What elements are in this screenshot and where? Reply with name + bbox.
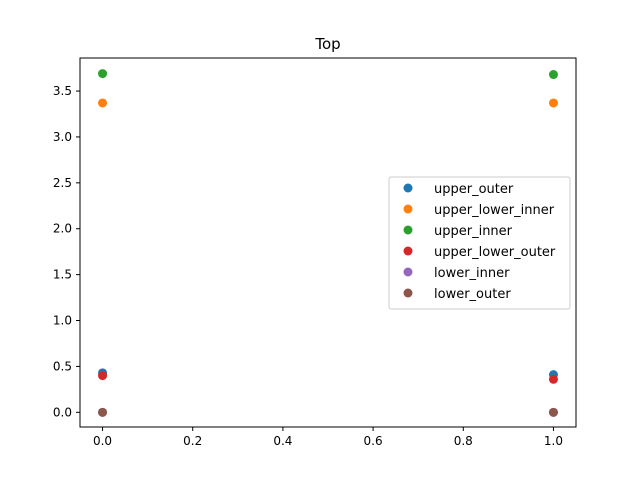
point-upper-lower-outer xyxy=(98,371,108,381)
legend-marker xyxy=(403,204,413,214)
legend-marker xyxy=(403,183,413,193)
y-tick-label: 0.0 xyxy=(53,405,72,419)
point-lower-outer xyxy=(548,407,558,417)
legend-label: upper_outer xyxy=(434,182,514,197)
y-tick-label: 2.0 xyxy=(53,222,72,236)
point-upper-lower-outer xyxy=(548,374,558,384)
y-tick-label: 1.0 xyxy=(53,314,72,328)
point-lower-outer xyxy=(98,407,108,417)
legend-label: lower_inner xyxy=(434,266,510,281)
legend-marker xyxy=(403,267,413,277)
x-tick-label: 0.0 xyxy=(93,434,112,448)
y-tick-label: 3.5 xyxy=(53,84,72,98)
point-upper-lower-inner xyxy=(548,98,558,108)
legend-marker xyxy=(403,288,413,298)
legend-label: lower_outer xyxy=(434,287,511,302)
x-tick-label: 1.0 xyxy=(544,434,563,448)
chart-title: Top xyxy=(314,35,340,53)
y-tick-label: 2.5 xyxy=(53,176,72,190)
y-tick-label: 1.5 xyxy=(53,268,72,282)
point-upper-lower-inner xyxy=(98,98,108,108)
point-upper-inner xyxy=(98,69,108,79)
x-tick-label: 0.6 xyxy=(364,434,383,448)
legend: upper_outer upper_lower_inner upper_inneru… xyxy=(388,176,571,310)
y-axis: 0.0 0.5 1.0 1.5 2.0 2.5 3.0 3.5 xyxy=(53,84,80,419)
plot-area xyxy=(79,57,577,428)
legend-label: upper_lower_outer xyxy=(434,245,556,260)
legend-marker xyxy=(403,225,413,235)
y-tick-label: 3.0 xyxy=(53,130,72,144)
x-tick-label: 0.2 xyxy=(183,434,202,448)
x-tick-label: 0.4 xyxy=(273,434,292,448)
x-axis: 0.0 0.2 0.4 0.6 0.8 1.0 xyxy=(93,427,563,448)
plot-frame xyxy=(79,57,577,428)
legend-box xyxy=(388,176,571,310)
data-points xyxy=(98,69,558,417)
point-upper-inner xyxy=(548,70,558,80)
legend-marker xyxy=(403,246,413,256)
legend-label: upper_inner xyxy=(434,224,513,239)
y-tick-label: 0.5 xyxy=(53,359,72,373)
legend-label: upper_lower_inner xyxy=(434,203,555,218)
x-tick-label: 0.8 xyxy=(454,434,473,448)
